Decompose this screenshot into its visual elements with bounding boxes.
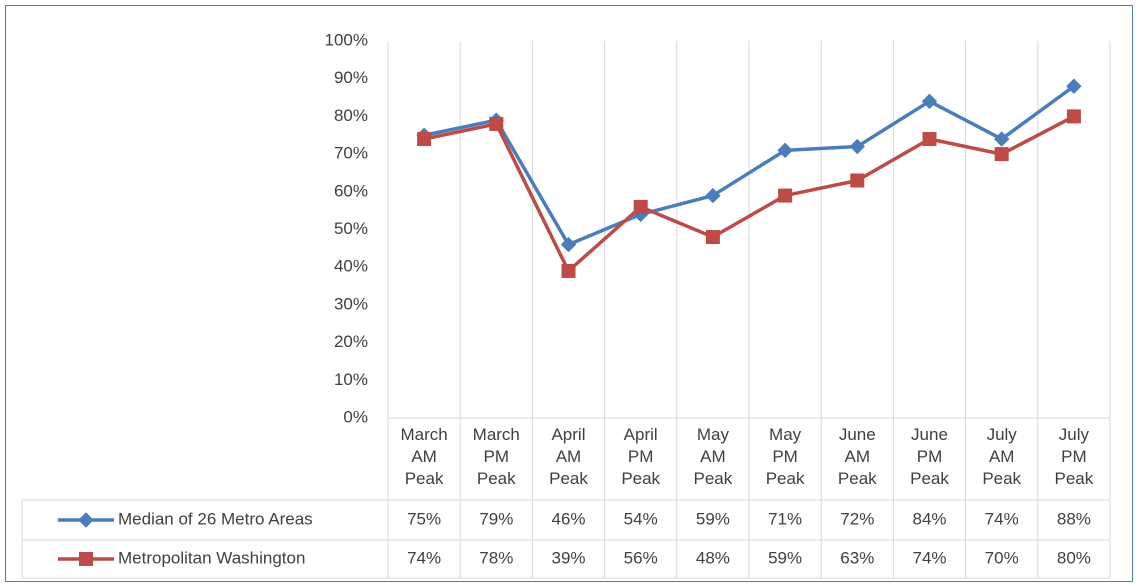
table-cell: 46% (551, 509, 585, 528)
x-tick-text: May PM Peak (765, 425, 805, 488)
table-cell: 71% (768, 509, 802, 528)
table-cell: 79% (479, 509, 513, 528)
x-tick-text: May AM Peak (693, 425, 733, 488)
data-point (417, 132, 432, 147)
data-point (560, 236, 577, 253)
y-tick-label: 80% (334, 106, 368, 125)
y-tick-label: 20% (334, 332, 368, 351)
data-point (1066, 109, 1081, 124)
table-cell: 59% (768, 548, 802, 567)
x-tick-text: June AM Peak (837, 425, 877, 488)
series-line (423, 114, 1075, 273)
x-tick-label: March PM Peak (460, 424, 532, 490)
table-cell: 54% (624, 509, 658, 528)
legend-marker (79, 552, 93, 566)
x-tick-label: April AM Peak (532, 424, 604, 490)
x-tick-text: April AM Peak (549, 425, 588, 488)
table-cell: 75% (407, 509, 441, 528)
x-tick-text: April PM Peak (621, 425, 661, 488)
data-point (777, 142, 793, 159)
table-cell: 84% (912, 509, 946, 528)
table-cell: 59% (696, 509, 730, 528)
data-point (561, 263, 576, 278)
data-point (922, 132, 937, 147)
x-tick-text: March PM Peak (472, 425, 520, 488)
table-cell: 72% (840, 509, 874, 528)
x-tick-text: July AM Peak (982, 425, 1022, 488)
data-point (705, 230, 720, 245)
data-point (778, 188, 793, 203)
y-tick-label: 100% (325, 30, 368, 49)
x-tick-label: May PM Peak (749, 424, 821, 490)
x-tick-text: July PM Peak (1054, 425, 1094, 488)
y-tick-label: 30% (334, 294, 368, 313)
data-point (994, 147, 1009, 162)
x-tick-label: July PM Peak (1038, 424, 1110, 490)
y-tick-label: 60% (334, 181, 368, 200)
x-tick-label: April PM Peak (605, 424, 677, 490)
series-line (423, 84, 1075, 247)
table-cell: 39% (551, 548, 585, 567)
table-cell: 70% (985, 548, 1019, 567)
y-tick-label: 10% (334, 370, 368, 389)
data-point (489, 116, 504, 131)
legend-marker (78, 512, 94, 528)
table-cell: 80% (1057, 548, 1091, 567)
x-tick-text: June PM Peak (910, 425, 949, 488)
x-tick-label: March AM Peak (388, 424, 460, 490)
y-tick-label: 0% (343, 407, 368, 426)
legend-label: Median of 26 Metro Areas (118, 509, 313, 528)
legend-label: Metropolitan Washington (118, 548, 305, 567)
data-point (633, 199, 648, 214)
table-cell: 56% (624, 548, 658, 567)
table-cell: 74% (407, 548, 441, 567)
data-point (705, 187, 721, 204)
y-tick-label: 90% (334, 68, 368, 87)
table-cell: 74% (912, 548, 946, 567)
table-cell: 78% (479, 548, 513, 567)
chart-border (5, 5, 1133, 582)
data-point (993, 131, 1010, 147)
table-cell: 48% (696, 548, 730, 567)
table-cell: 63% (840, 548, 874, 567)
y-tick-label: 40% (334, 257, 368, 276)
data-point (921, 93, 938, 110)
table-cell: 74% (985, 509, 1019, 528)
x-tick-label: June PM Peak (893, 424, 965, 490)
x-tick-label: June AM Peak (821, 424, 893, 490)
table-cell: 88% (1057, 509, 1091, 528)
data-point (850, 173, 865, 188)
data-point (1066, 78, 1082, 94)
x-tick-label: May AM Peak (677, 424, 749, 490)
data-point (849, 138, 866, 155)
x-tick-text: March AM Peak (400, 425, 448, 488)
x-tick-label: July AM Peak (966, 424, 1038, 490)
y-tick-label: 50% (334, 219, 368, 238)
y-tick-label: 70% (334, 144, 368, 163)
